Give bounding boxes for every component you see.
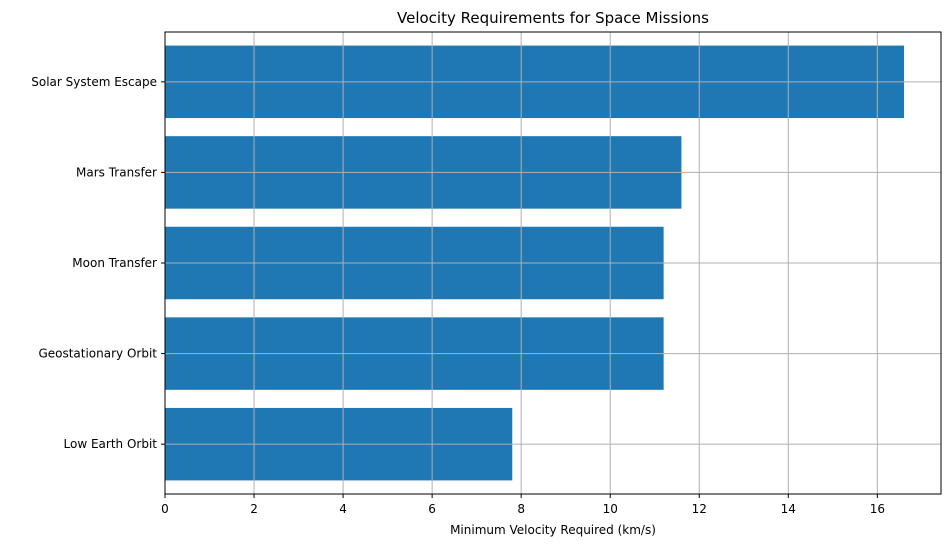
x-tick-label: 0 — [161, 502, 169, 516]
y-tick-label: Geostationary Orbit — [38, 347, 157, 361]
x-tick-label: 16 — [870, 502, 885, 516]
y-tick-label: Low Earth Orbit — [64, 437, 158, 451]
chart-title: Velocity Requirements for Space Missions — [397, 9, 709, 27]
x-tick-label: 14 — [781, 502, 796, 516]
y-tick-label: Mars Transfer — [76, 165, 157, 179]
y-axis-ticks: Low Earth Orbit Geostationary Orbit Moon T… — [31, 75, 165, 451]
y-tick-label: Moon Transfer — [72, 256, 157, 270]
grid-lines — [164, 32, 941, 494]
x-axis-label: Minimum Velocity Required (km/s) — [450, 523, 656, 537]
x-tick-label: 8 — [517, 502, 525, 516]
x-tick-label: 10 — [603, 502, 618, 516]
x-tick-label: 2 — [250, 502, 258, 516]
x-axis-ticks: 0 2 4 6 8 10 12 14 16 — [161, 494, 885, 516]
x-tick-label: 4 — [339, 502, 347, 516]
y-tick-label: Solar System Escape — [31, 75, 157, 89]
x-tick-label: 12 — [692, 502, 707, 516]
x-tick-label: 6 — [428, 502, 436, 516]
